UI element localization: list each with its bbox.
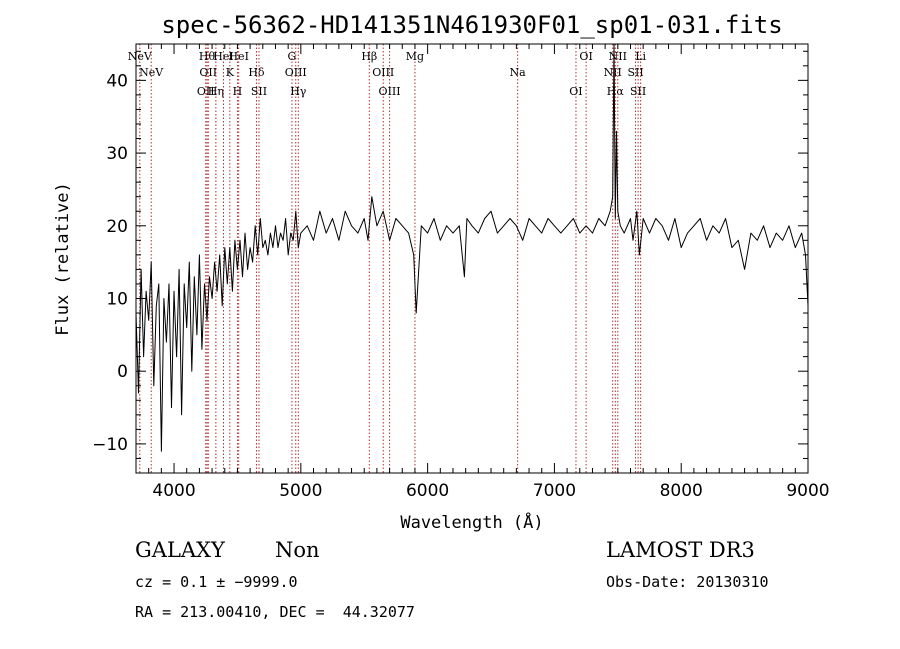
y-tick-label: −10: [92, 435, 128, 455]
x-tick-label: 5000: [279, 481, 322, 501]
y-tick-label: 30: [106, 144, 128, 164]
line-marker-label: NeV: [128, 50, 153, 63]
subclass-label: Non: [275, 538, 320, 562]
line-marker-label: OI: [569, 85, 582, 98]
line-marker-label: OIII: [285, 66, 307, 79]
line-marker-label: Hβ: [361, 50, 377, 63]
line-marker-label: Hα: [607, 85, 625, 98]
plot-frame: [135, 43, 809, 474]
line-marker-label: OIII: [372, 66, 394, 79]
line-marker-label: Hγ: [290, 85, 307, 98]
line-marker-label: OI: [579, 50, 592, 63]
line-marker-label: NeV: [139, 66, 164, 79]
line-marker-label: Na: [510, 66, 527, 79]
line-marker-label: OIII: [379, 85, 401, 98]
x-tick-label: 7000: [533, 481, 576, 501]
spectrum-chart: spec-56362-HD141351N461930F01_sp01-031.f…: [53, 11, 830, 533]
line-marker-label: G: [288, 50, 297, 63]
class-label: GALAXY: [135, 538, 225, 562]
spectrum-line: [135, 43, 809, 452]
line-marker-label: HeI: [213, 50, 233, 63]
line-marker-label: Mg: [406, 50, 424, 63]
x-tick-label: 9000: [786, 481, 829, 501]
y-tick-label: 20: [106, 217, 128, 237]
line-marker-label: OII: [197, 85, 215, 98]
line-marker-label: HeI: [228, 50, 248, 63]
line-marker-label: Hδ: [248, 66, 265, 79]
line-marker-label: NII: [609, 50, 627, 63]
y-tick-label: 40: [106, 71, 128, 91]
redshift-label: cz = 0.1 ± −9999.0: [135, 573, 298, 591]
line-marker-label: SII: [627, 66, 643, 79]
line-marker-label: Hθ: [199, 50, 216, 63]
y-tick-label: 10: [106, 289, 128, 309]
line-marker-label: SII: [251, 85, 267, 98]
x-tick-label: 8000: [660, 481, 703, 501]
plot-area: NeVNeVOIIHθOIIHηHeIKHHeIHδSIIGOIIIHγHβOI…: [92, 43, 830, 501]
line-marker-label: H: [233, 85, 243, 98]
chart-title: spec-56362-HD141351N461930F01_sp01-031.f…: [161, 11, 782, 39]
y-axis-label: Flux (relative): [53, 182, 73, 336]
line-marker-label: K: [226, 66, 235, 79]
coordinates-label: RA = 213.00410, DEC = 44.32077: [135, 603, 415, 621]
x-tick-label: 4000: [152, 481, 195, 501]
line-marker-label: SII: [630, 85, 646, 98]
line-marker-label: NII: [604, 66, 622, 79]
x-tick-label: 6000: [406, 481, 449, 501]
line-marker-label: OII: [199, 66, 217, 79]
line-marker-label: Hη: [208, 85, 224, 98]
y-tick-label: 0: [117, 362, 128, 382]
obs-date-label: Obs-Date: 20130310: [606, 573, 769, 591]
x-axis-label: Wavelength (Å): [400, 511, 543, 533]
survey-label: LAMOST DR3: [606, 538, 755, 562]
line-marker-label: Li: [635, 50, 646, 63]
